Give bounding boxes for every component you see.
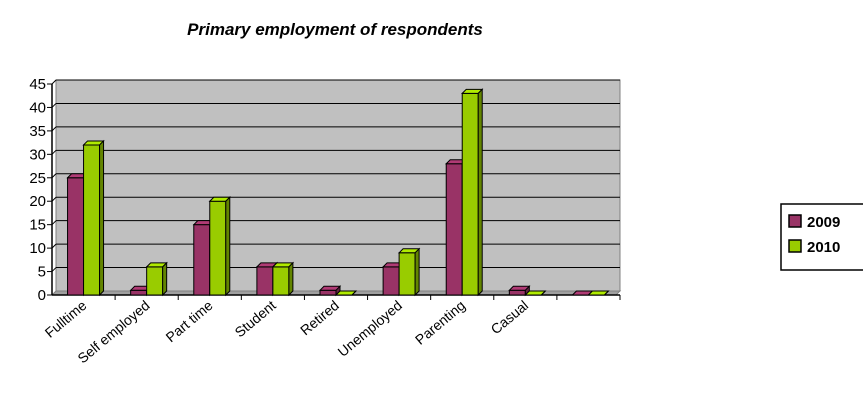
bar-side [225,196,231,297]
bar-side [99,139,105,297]
bar-2010-Parenting [461,92,479,296]
bar-2009-Part time [193,224,211,296]
x-tick-label: Retired [297,297,342,338]
plot-background [55,79,621,292]
y-tick-label: 5 [38,264,46,281]
bar-side [604,290,609,296]
bar-2009-Casual [508,289,526,296]
chart-title: Primary employment of respondents [187,20,483,39]
bar-side [351,290,357,296]
bar-2009-Self employed [130,289,148,296]
bar-side [540,290,546,296]
bar-2010-Part time [209,200,227,296]
legend-swatch-2010 [788,239,802,253]
bar-2009-Fulltime [67,177,85,296]
y-tick-label: 20 [29,193,46,210]
y-tick-label: 45 [29,76,46,93]
y-tick-label: 10 [29,240,46,257]
bar-side [288,261,294,297]
legend: 2009 2010 [780,203,863,271]
y-tick-label: 0 [38,287,46,304]
y-tick-label: 25 [29,170,46,187]
gridline-depth [51,79,57,85]
bar-2009-Parenting [445,163,463,296]
x-tick-label: Casual [488,297,532,337]
bar-side [477,88,483,297]
x-tick-label: Part time [163,297,216,345]
bar-2009-Unemployed [382,266,400,296]
y-tick-label: 40 [29,99,46,116]
bar-side [414,247,420,297]
x-tick-label: Student [232,297,279,340]
legend-label-2010: 2010 [807,239,840,256]
bar-2010-Unemployed [398,252,416,296]
bar-2010-Self employed [146,266,164,296]
bar-side [162,261,168,297]
y-tick-label: 30 [29,146,46,163]
x-tick-label: Parenting [412,297,468,348]
y-tick-label: 15 [29,217,46,234]
legend-swatch-2009 [788,214,802,228]
y-tick-label: 35 [29,123,46,140]
bar-2010-Student [272,266,290,296]
bar-2009-Retired [319,289,337,296]
x-tick-label: Unemployed [335,297,406,360]
legend-label-2009: 2009 [807,214,840,231]
x-tick-label: Fulltime [42,297,90,341]
bar-2009-Student [256,266,274,296]
bar-2010-Fulltime [83,144,101,296]
